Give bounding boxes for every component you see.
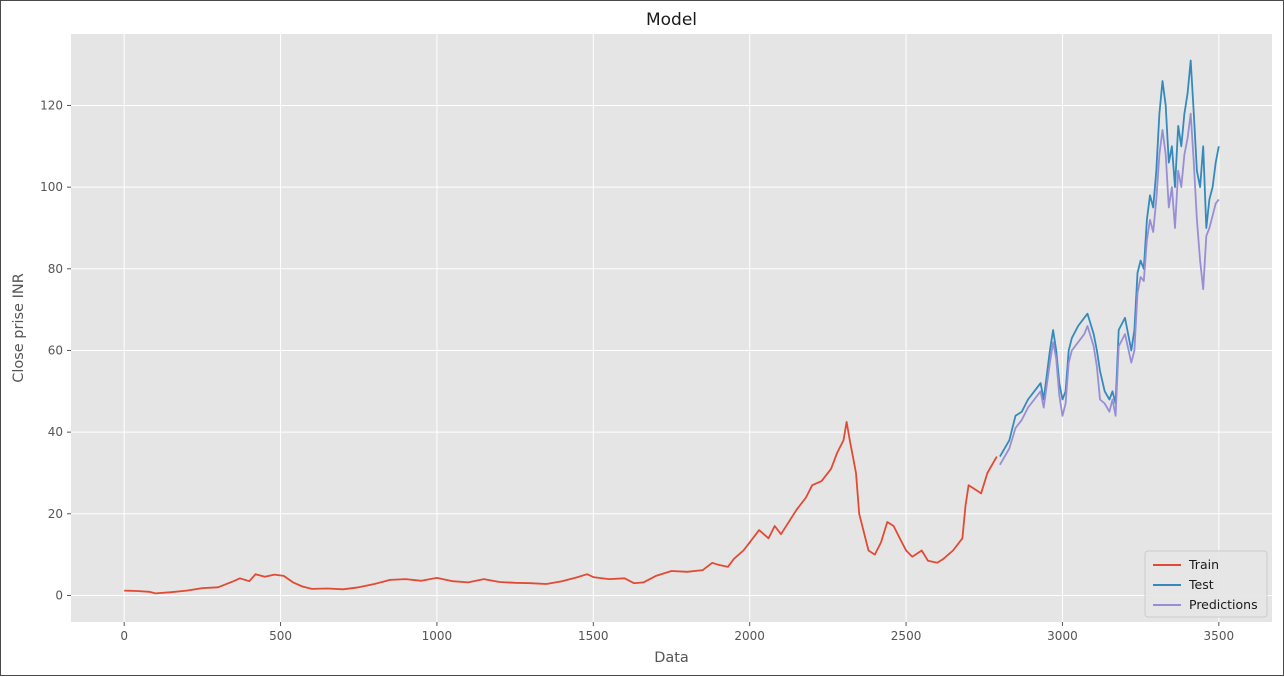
x-tick-label: 3000 [1047, 629, 1078, 643]
y-tick-label: 120 [40, 98, 63, 112]
plot-area [71, 34, 1272, 622]
y-tick-label: 80 [48, 262, 63, 276]
y-tick-label: 20 [48, 507, 63, 521]
x-axis-label: Data [654, 650, 689, 666]
x-tick-label: 2000 [734, 629, 765, 643]
y-tick-label: 0 [55, 588, 63, 602]
x-tick-label: 0 [120, 629, 128, 643]
legend-box [1144, 550, 1268, 618]
grid-lines [71, 34, 1272, 622]
series-line-test [999, 59, 1220, 458]
x-tick-label: 3500 [1204, 629, 1235, 643]
tick-labels: 0 500 1000 1500 2000 2500 3000 3500 0 20 40 60 80 100… [40, 98, 1234, 643]
x-tick-label: 2500 [891, 629, 922, 643]
x-tick-label: 1000 [422, 629, 453, 643]
y-tick-label: 100 [40, 180, 63, 194]
series-layer [124, 59, 1220, 595]
x-tick-label: 1500 [578, 629, 609, 643]
series-line-predictions [999, 112, 1220, 466]
legend: Train Test Predictions [1144, 550, 1268, 618]
legend-label-test: Test [1188, 577, 1214, 592]
series-line-train [124, 421, 998, 595]
x-tick-label: 500 [269, 629, 292, 643]
y-axis-label: Close prise INR [11, 273, 27, 383]
chart-title: Model [646, 10, 697, 30]
y-tick-label: 40 [48, 425, 63, 439]
legend-label-predictions: Predictions [1189, 597, 1258, 612]
legend-label-train: Train [1188, 557, 1219, 572]
y-tick-label: 60 [48, 343, 63, 357]
